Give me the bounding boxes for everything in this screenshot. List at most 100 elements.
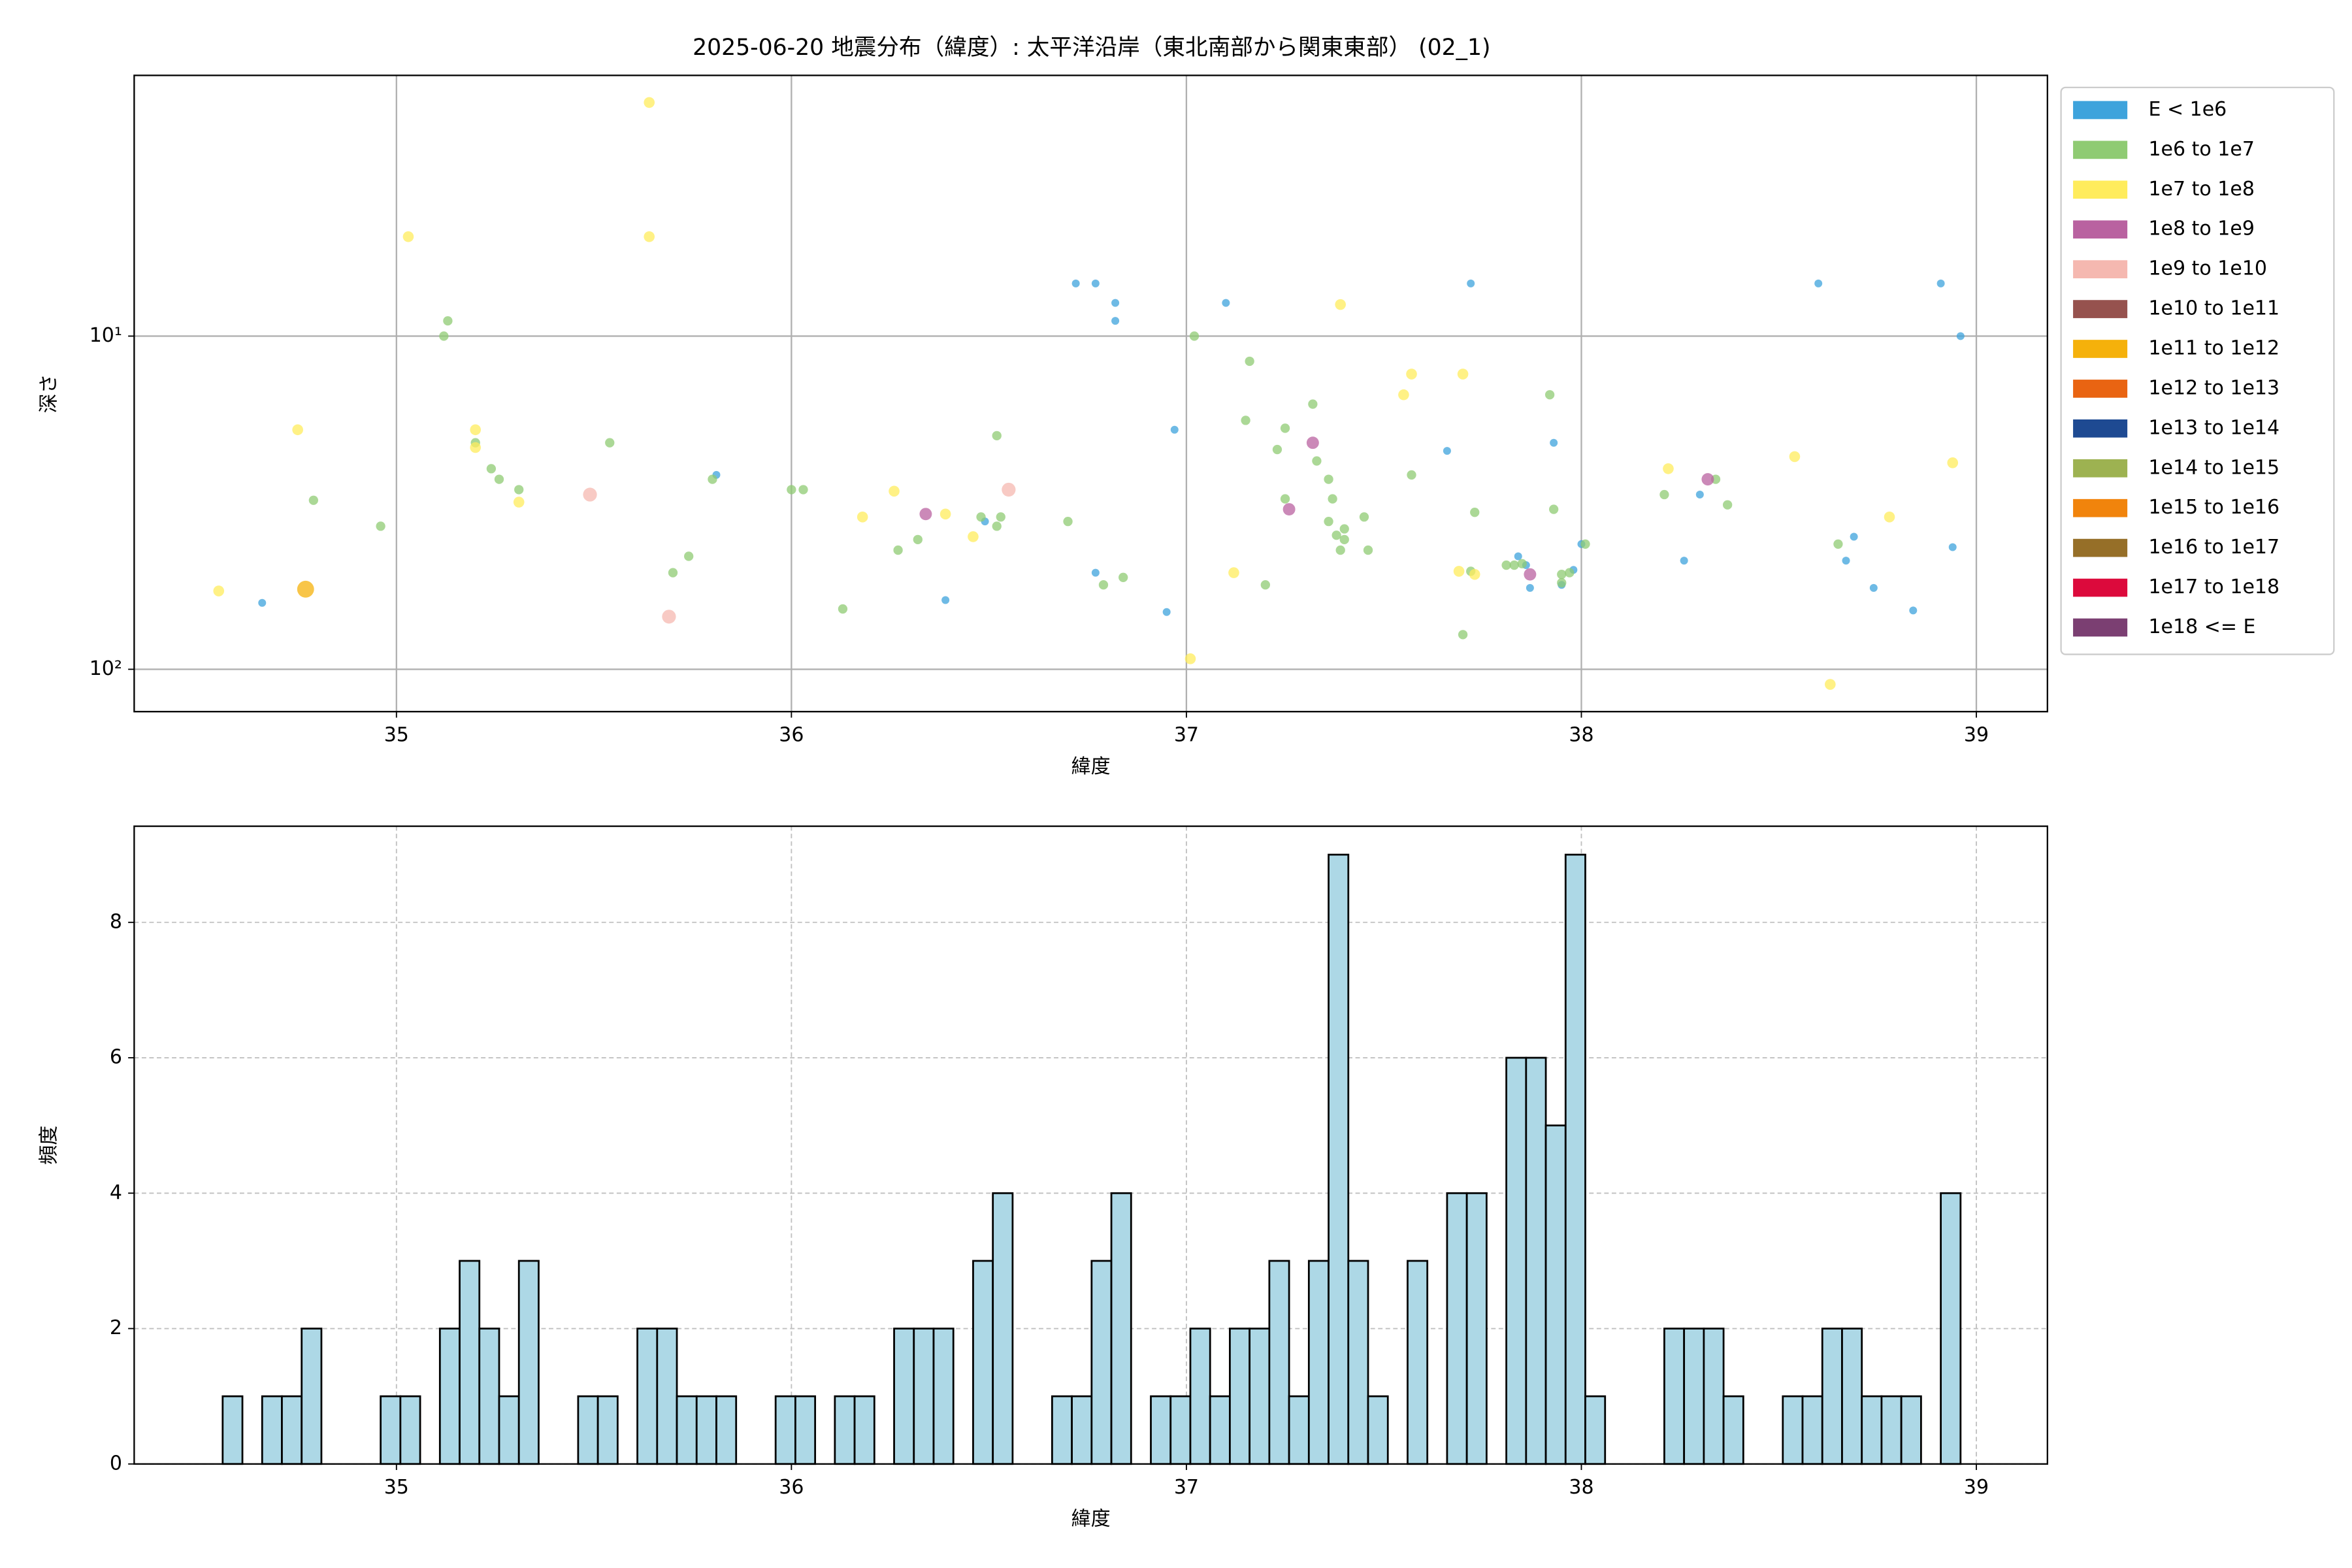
- scatter-point: [1111, 299, 1120, 307]
- histogram-bar: [1861, 1395, 1883, 1465]
- scatter-point: [1222, 299, 1230, 307]
- scatter-point: [1339, 524, 1349, 534]
- scatter-point: [1443, 447, 1451, 455]
- scatter-point: [1282, 503, 1296, 516]
- scatter-point: [1071, 279, 1080, 287]
- histogram-bar: [498, 1395, 520, 1465]
- legend-swatch: [2073, 419, 2128, 438]
- legend-swatch: [2073, 340, 2128, 358]
- scatter-point: [1162, 608, 1171, 616]
- scatter-point: [1241, 416, 1250, 425]
- scatter-point: [1406, 368, 1417, 380]
- histogram-bar: [1249, 1328, 1271, 1465]
- scatter-point: [1308, 399, 1318, 409]
- scatter-point: [1701, 473, 1714, 486]
- x-axis-label: 緯度: [1071, 755, 1111, 778]
- x-tick-label: 36: [779, 724, 804, 747]
- y-axis-label: 深さ: [38, 374, 61, 413]
- scatter-point: [992, 521, 1002, 531]
- scatter-point: [583, 487, 597, 502]
- scatter-point: [1453, 566, 1465, 577]
- plot-frame: [133, 74, 2048, 713]
- scatter-point: [1833, 539, 1843, 549]
- scatter-point: [644, 97, 655, 108]
- scatter-point: [1850, 532, 1858, 541]
- x-tick-label: 37: [1174, 1476, 1199, 1499]
- histogram-bar: [1288, 1395, 1310, 1465]
- scatter-point: [297, 580, 314, 598]
- scatter-point: [486, 464, 497, 474]
- legend-label: 1e7 to 1e8: [2148, 178, 2254, 201]
- scatter-point: [1526, 583, 1534, 592]
- histogram-bar: [1307, 1260, 1330, 1465]
- histogram-bar: [1564, 853, 1586, 1465]
- legend-swatch: [2073, 140, 2128, 159]
- histogram-bar: [380, 1395, 402, 1465]
- histogram-bar: [1940, 1192, 1962, 1465]
- scatter-point: [1948, 543, 1957, 551]
- scatter-point: [1814, 279, 1823, 287]
- legend-swatch: [2073, 498, 2128, 517]
- scatter-point: [1550, 438, 1558, 447]
- scatter-point: [939, 508, 951, 520]
- histogram-bar: [1703, 1328, 1725, 1465]
- x-tick-label: 36: [779, 1476, 804, 1499]
- histogram-bar: [1900, 1395, 1922, 1465]
- y-tick-label: 0: [110, 1452, 122, 1475]
- scatter-point: [1260, 580, 1270, 590]
- scatter-point: [1280, 494, 1290, 504]
- scatter-point: [1884, 511, 1895, 523]
- scatter-point: [1111, 317, 1120, 325]
- histogram-bar: [517, 1260, 540, 1465]
- x-tick-label: 39: [1964, 1476, 1989, 1499]
- y-tick-label: 10¹: [90, 324, 122, 347]
- scatter-point: [1170, 425, 1179, 434]
- histogram-bar: [1584, 1395, 1607, 1465]
- legend-swatch: [2073, 380, 2128, 398]
- scatter-point: [470, 424, 482, 436]
- histogram-bar: [459, 1260, 481, 1465]
- x-tick-label: 38: [1569, 724, 1593, 747]
- histogram-bar: [1268, 1260, 1290, 1465]
- y-tick-label: 6: [110, 1046, 122, 1069]
- scatter-point: [919, 508, 932, 521]
- scatter-point: [1245, 356, 1254, 367]
- scatter-point: [1789, 451, 1801, 463]
- y-tick-label: 2: [110, 1316, 122, 1339]
- legend-swatch: [2073, 459, 2128, 478]
- scatter-point: [402, 231, 414, 242]
- histogram-bar: [853, 1395, 875, 1465]
- histogram-bar: [301, 1328, 323, 1465]
- histogram-bar: [1465, 1192, 1488, 1465]
- histogram-bar: [1071, 1395, 1093, 1465]
- histogram-bar: [1841, 1328, 1863, 1465]
- scatter-point: [1457, 368, 1469, 380]
- histogram-bar: [992, 1192, 1014, 1465]
- scatter-point: [213, 585, 225, 596]
- scatter-point: [1339, 534, 1349, 545]
- scatter-point: [1695, 491, 1704, 499]
- histogram-bar: [1367, 1395, 1389, 1465]
- scatter-point: [1469, 568, 1480, 580]
- x-axis-label: 緯度: [1071, 1508, 1111, 1531]
- scatter-point: [1458, 630, 1468, 640]
- scatter-point: [1580, 539, 1590, 549]
- scatter-point: [292, 424, 303, 436]
- scatter-point: [470, 442, 482, 453]
- legend-label: 1e18 <= E: [2148, 615, 2255, 638]
- legend-label: 1e12 to 1e13: [2148, 376, 2279, 399]
- scatter-point: [1228, 567, 1239, 578]
- histogram-bar: [399, 1395, 421, 1465]
- scatter-point: [1557, 570, 1567, 580]
- legend-label: 1e10 to 1e11: [2148, 297, 2279, 320]
- legend-swatch: [2073, 538, 2128, 557]
- legend-label: 1e11 to 1e12: [2148, 337, 2279, 360]
- histogram-bar: [1407, 1260, 1429, 1465]
- scatter-point: [1272, 444, 1282, 455]
- histogram-bar: [221, 1395, 244, 1465]
- scatter-point: [1119, 572, 1128, 582]
- legend-swatch: [2073, 618, 2128, 637]
- scatter-point: [1306, 436, 1319, 449]
- scatter-point: [308, 495, 319, 505]
- scatter-point: [893, 545, 903, 555]
